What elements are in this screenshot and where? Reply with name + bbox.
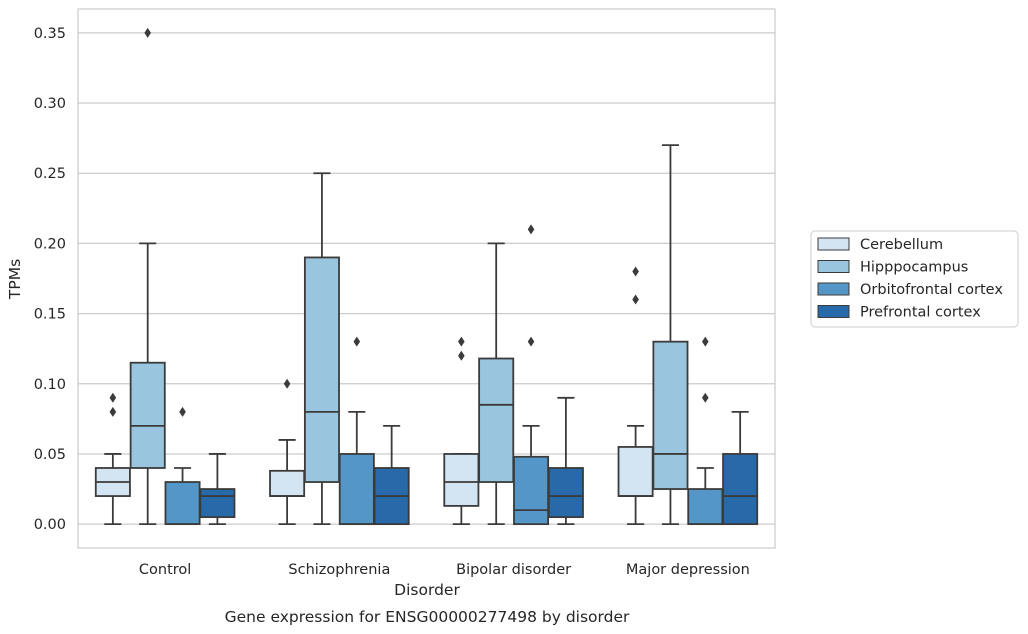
- box-2-0: [443, 336, 480, 526]
- outlier-point: [458, 336, 465, 347]
- box-0-3: [199, 453, 236, 526]
- legend-entry-label: Prefrontal cortex: [860, 305, 981, 321]
- y-tick-label: 0.05: [34, 447, 66, 463]
- y-axis-label: TPMs: [6, 259, 24, 300]
- box-2-2: [513, 224, 550, 526]
- x-tick-labels: Control Schizophrenia Bipolar disorder Majo…: [139, 562, 750, 578]
- y-tick-label: 0.10: [34, 377, 66, 393]
- legend-swatch: [817, 260, 850, 273]
- x-tick-label: Bipolar disorder: [456, 562, 571, 578]
- box-1-0: [269, 378, 306, 526]
- y-tick-label: 0.00: [34, 517, 66, 533]
- box-plot-boxes: [94, 27, 759, 526]
- box-3-1: [652, 144, 689, 526]
- legend-entry-label: Orbitofrontal cortex: [860, 282, 1003, 298]
- y-tick-label: 0.30: [34, 96, 66, 112]
- outlier-point: [109, 392, 117, 403]
- box-body: [652, 340, 689, 490]
- box-1-1: [303, 172, 340, 526]
- y-tick-label: 0.25: [34, 166, 66, 182]
- x-tick-label: Major depression: [626, 562, 750, 578]
- plot-frame: [77, 8, 776, 549]
- grid-lines: [78, 32, 775, 525]
- outlier-point: [527, 336, 535, 347]
- legend-swatch: [817, 237, 850, 251]
- box-0-2: [164, 406, 201, 526]
- box-body: [338, 453, 375, 526]
- legend-entry-label: Cerebellum: [860, 237, 943, 253]
- box-body: [269, 469, 306, 497]
- box-0-1: [129, 27, 166, 526]
- box-body: [547, 467, 584, 519]
- outlier-point: [283, 378, 291, 389]
- y-tick-labels: 0.00 0.05 0.10 0.15 0.20 0.25 0.30 0.35: [34, 26, 66, 533]
- legend: Cerebellum Hipppocampus Orbitofrontal cort…: [810, 230, 1019, 328]
- box-body: [513, 455, 550, 526]
- x-tick-label: Schizophrenia: [288, 562, 390, 578]
- legend-frame: [810, 230, 1019, 328]
- box-body: [199, 488, 236, 519]
- legend-swatch: [817, 282, 850, 296]
- outlier-point: [702, 336, 709, 347]
- box-body: [687, 488, 724, 526]
- outlier-point: [109, 406, 117, 417]
- box-body: [443, 453, 480, 507]
- box-body: [722, 453, 759, 526]
- outlier-point: [702, 392, 709, 403]
- outlier-point: [527, 224, 535, 235]
- outlier-point: [179, 406, 186, 417]
- y-tick-label: 0.35: [34, 26, 66, 42]
- box-2-3: [547, 396, 584, 526]
- box-body: [303, 256, 340, 483]
- y-tick-label: 0.20: [34, 236, 66, 252]
- box-1-3: [373, 424, 410, 526]
- box-1-2: [338, 336, 375, 526]
- box-body: [478, 357, 515, 483]
- x-axis-label: Disorder: [394, 581, 460, 599]
- y-tick-label: 0.15: [34, 307, 66, 323]
- box-body: [617, 446, 654, 497]
- outlier-point: [632, 294, 639, 305]
- legend-entry-label: Hipppocampus: [860, 260, 968, 276]
- x-tick-label: Control: [139, 562, 191, 578]
- chart-caption: Gene expression for ENSG00000277498 by d…: [225, 608, 630, 626]
- box-body: [164, 481, 201, 526]
- box-2-1: [478, 242, 515, 526]
- box-3-2: [687, 336, 724, 526]
- outlier-point: [353, 336, 361, 347]
- box-3-3: [722, 410, 759, 526]
- legend-swatch: [817, 305, 850, 318]
- outlier-point: [144, 27, 151, 38]
- box-0-0: [94, 392, 131, 526]
- box-3-0: [617, 266, 654, 526]
- box-body: [129, 361, 166, 469]
- outlier-point: [632, 266, 639, 277]
- outlier-point: [458, 350, 465, 361]
